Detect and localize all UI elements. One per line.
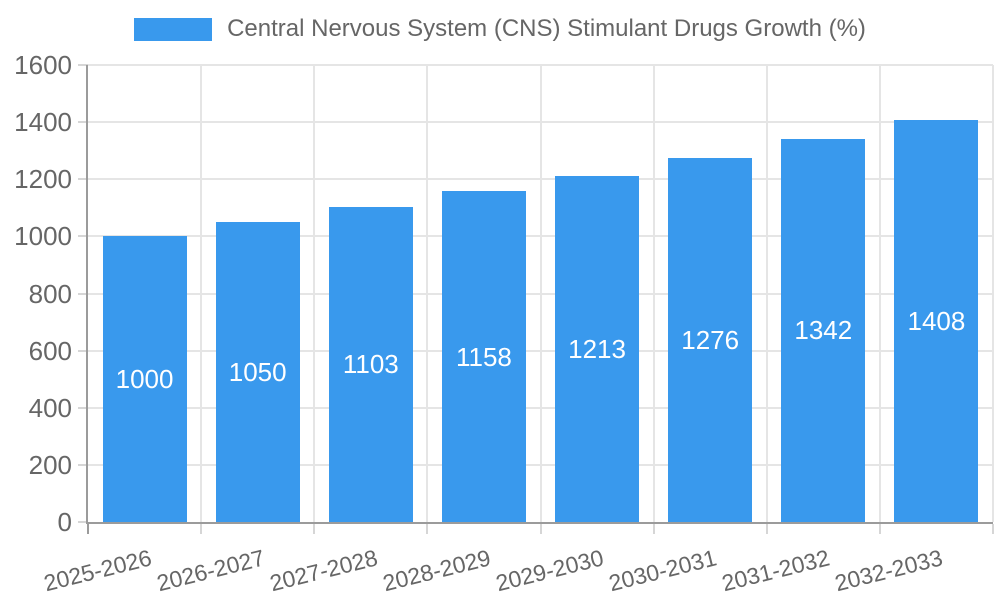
x-tick-mark (426, 524, 429, 534)
legend-swatch (134, 17, 213, 41)
x-tick-mark (87, 524, 89, 534)
v-gridline (426, 65, 429, 522)
v-gridline (992, 65, 994, 522)
y-tick-mark (78, 292, 88, 295)
y-tick-mark (78, 406, 88, 409)
x-tick-label: 2032-2033 (832, 544, 946, 597)
x-tick-mark (313, 524, 316, 534)
v-gridline (765, 65, 768, 522)
y-axis-line (86, 65, 88, 524)
x-tick-label: 2028-2029 (380, 544, 494, 597)
legend[interactable]: Central Nervous System (CNS) Stimulant D… (0, 15, 1000, 43)
bar (328, 206, 413, 522)
y-tick-label: 400 (28, 392, 72, 423)
y-tick-label: 800 (28, 278, 72, 309)
bar-value-label: 1158 (455, 341, 512, 372)
x-tick-mark (652, 524, 655, 534)
bar-value-label: 1342 (794, 315, 853, 346)
bar-value-label: 1408 (907, 305, 966, 336)
y-tick-mark (78, 521, 88, 523)
y-tick-mark (78, 463, 88, 466)
bar (894, 119, 979, 522)
bar (555, 175, 640, 522)
bar-value-label: 1213 (568, 333, 626, 364)
bar-value-label: 1103 (342, 349, 399, 380)
y-tick-label: 0 (57, 507, 72, 537)
bar (215, 222, 300, 522)
bar (102, 236, 187, 522)
x-tick-mark (200, 524, 203, 534)
bar-value-label: 1276 (681, 324, 740, 355)
y-tick-mark (78, 178, 88, 181)
y-tick-mark (78, 121, 88, 124)
bar-value-label: 1000 (115, 364, 174, 395)
v-gridline (313, 65, 316, 522)
x-tick-label: 2031-2032 (719, 544, 833, 597)
y-tick-label: 200 (28, 449, 72, 480)
x-tick-label: 2026-2027 (153, 544, 267, 597)
bar (441, 191, 526, 522)
v-gridline (878, 65, 881, 522)
y-tick-label: 1600 (14, 50, 72, 80)
y-tick-mark (78, 349, 88, 352)
y-tick-mark (78, 64, 88, 66)
bar (668, 157, 753, 522)
x-tick-label: 2029-2030 (493, 544, 607, 597)
y-tick-mark (78, 235, 88, 238)
v-gridline (652, 65, 655, 522)
x-tick-mark (539, 524, 542, 534)
x-axis-line (86, 522, 993, 524)
x-tick-mark (992, 524, 994, 534)
v-gridline (200, 65, 203, 522)
x-tick-label: 2027-2028 (266, 544, 380, 597)
x-tick-label: 2030-2031 (606, 544, 720, 597)
v-gridline (539, 65, 542, 522)
x-tick-mark (878, 524, 881, 534)
y-tick-label: 1000 (14, 221, 72, 252)
bar (781, 138, 866, 522)
legend-label: Central Nervous System (CNS) Stimulant D… (227, 15, 866, 42)
y-tick-label: 600 (28, 335, 72, 366)
bar-value-label: 1050 (228, 357, 287, 388)
x-tick-label: 2025-2026 (40, 544, 154, 597)
y-tick-label: 1200 (14, 164, 72, 195)
y-tick-label: 1400 (14, 107, 72, 138)
x-tick-mark (765, 524, 768, 534)
